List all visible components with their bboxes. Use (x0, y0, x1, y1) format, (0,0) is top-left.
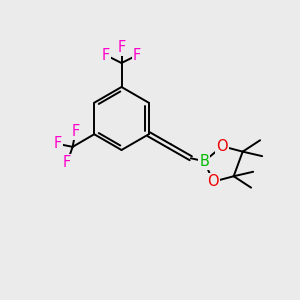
Text: F: F (63, 155, 71, 170)
Text: B: B (199, 154, 209, 169)
Text: F: F (117, 40, 126, 55)
Text: F: F (102, 48, 110, 63)
Text: O: O (217, 139, 228, 154)
Text: F: F (71, 124, 80, 139)
Text: F: F (133, 48, 141, 63)
Text: F: F (53, 136, 62, 151)
Text: O: O (208, 174, 219, 189)
